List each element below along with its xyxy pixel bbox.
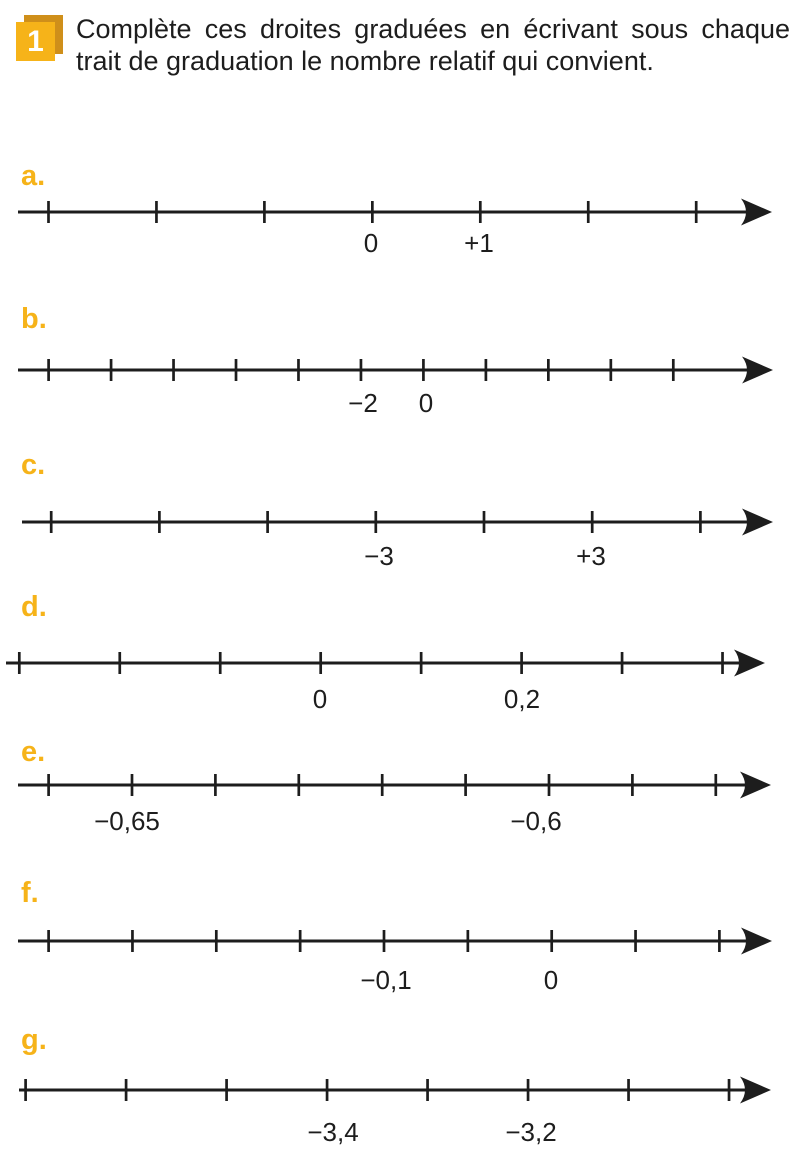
- tick-value-label-e-1: −0,6: [510, 806, 562, 836]
- tick-value-label-b-0: −2: [348, 388, 378, 418]
- number-line-axis-c: [22, 508, 773, 536]
- number-line-axis-a: [18, 198, 772, 226]
- line-letter-e: e.: [21, 736, 46, 768]
- number-line-axis-g: [19, 1076, 771, 1104]
- tick-value-label-d-0: 0: [312, 684, 328, 714]
- line-letter-c: c.: [21, 449, 46, 481]
- tick-value-label-b-1: 0: [418, 388, 434, 418]
- tick-value-label-e-0: −0,65: [94, 806, 160, 836]
- number-line-axis-f: [18, 927, 772, 955]
- instruction-text: Complète ces droites graduées en écrivan…: [76, 14, 790, 76]
- arrowhead-f: [741, 927, 772, 955]
- line-letter-d: d.: [21, 591, 47, 623]
- line-letter-f: f.: [21, 877, 39, 909]
- exercise-header: 1 Complète ces droites graduées en écriv…: [0, 0, 803, 77]
- tick-value-label-a-0: 0: [363, 228, 379, 258]
- tick-value-label-g-0: −3,4: [307, 1117, 359, 1147]
- tick-value-label-c-1: +3: [576, 541, 606, 571]
- line-letter-g: g.: [21, 1024, 47, 1056]
- arrowhead-a: [741, 198, 772, 226]
- line-letter-b: b.: [21, 303, 47, 335]
- tick-value-label-c-0: −3: [364, 541, 394, 571]
- tick-value-label-f-0: −0,1: [360, 965, 412, 995]
- tick-value-label-f-1: 0: [543, 965, 559, 995]
- exercise-number-badge: 1: [16, 15, 63, 61]
- arrowhead-d: [734, 649, 765, 677]
- number-line-axis-d: [6, 649, 765, 677]
- number-line-axis-e: [18, 771, 771, 799]
- tick-value-label-d-1: 0,2: [503, 684, 541, 714]
- instruction-paragraph: 1 Complète ces droites graduées en écriv…: [16, 13, 790, 77]
- arrowhead-c: [742, 508, 773, 536]
- arrowhead-e: [740, 771, 771, 799]
- tick-value-label-g-1: −3,2: [505, 1117, 557, 1147]
- line-letter-a: a.: [21, 160, 46, 192]
- number-line-axis-b: [18, 356, 773, 384]
- arrowhead-b: [742, 356, 773, 384]
- tick-value-label-a-1: +1: [464, 228, 494, 258]
- arrowhead-g: [740, 1076, 771, 1104]
- badge-number: 1: [16, 22, 55, 61]
